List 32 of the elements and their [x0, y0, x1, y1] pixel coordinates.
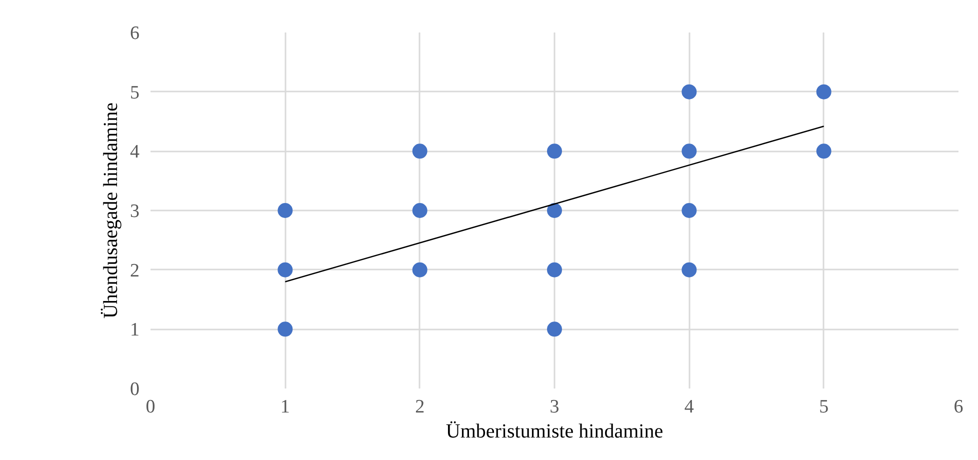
point — [682, 262, 697, 278]
y-tick-label: 0 — [130, 379, 140, 400]
x-axis-title: Ümberistumiste hindamine — [446, 420, 664, 442]
y-tick-label: 4 — [130, 142, 140, 163]
x-tick-label: 5 — [819, 396, 829, 418]
y-axis-title: Ühendusaegade hindamine — [100, 102, 122, 319]
point — [412, 203, 428, 218]
point — [547, 144, 562, 159]
x-tick-label: 3 — [550, 396, 560, 418]
x-tick-label: 4 — [684, 396, 694, 418]
y-tick-label: 3 — [130, 201, 140, 222]
point — [682, 144, 697, 159]
point — [816, 144, 832, 159]
y-tick-label: 6 — [130, 23, 140, 44]
point — [278, 262, 293, 278]
y-tick-label: 2 — [130, 260, 140, 282]
x-tick-label: 2 — [415, 396, 425, 418]
point — [816, 84, 832, 100]
y-tick-label: 5 — [130, 82, 140, 104]
x-tick-label: 1 — [280, 396, 290, 418]
point — [412, 262, 428, 278]
x-tick-label: 6 — [954, 396, 964, 418]
point — [547, 203, 562, 218]
point — [547, 262, 562, 278]
point — [547, 322, 562, 337]
point — [278, 203, 293, 218]
point — [682, 84, 697, 100]
point — [682, 203, 697, 218]
point — [412, 144, 428, 159]
x-tick-label: 0 — [146, 396, 156, 418]
y-tick-label: 1 — [130, 320, 140, 341]
point — [278, 322, 293, 337]
